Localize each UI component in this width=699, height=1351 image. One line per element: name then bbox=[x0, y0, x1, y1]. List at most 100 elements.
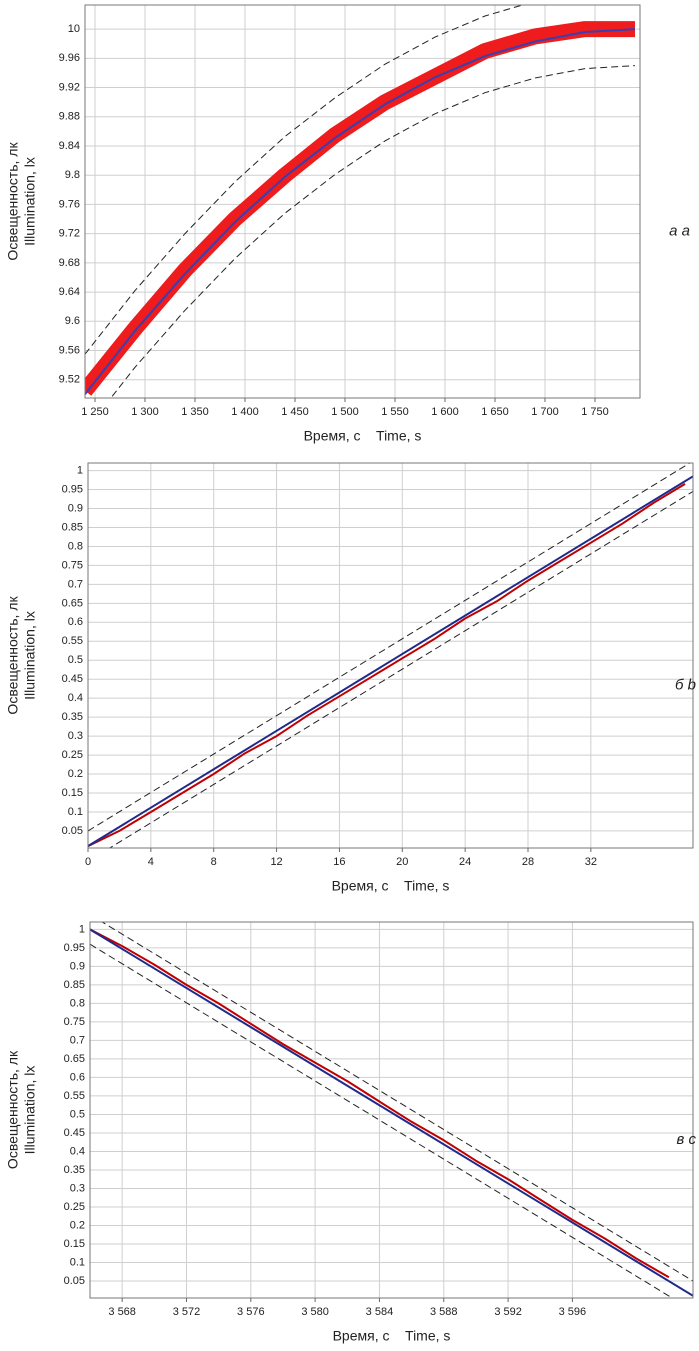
y-tick-label: 9.68 bbox=[59, 257, 80, 269]
y-tick-label: 9.88 bbox=[59, 111, 80, 123]
y-tick-label: 0.55 bbox=[64, 1090, 85, 1102]
y-tick-label: 0.6 bbox=[68, 616, 83, 628]
y-tick-label: 0.65 bbox=[62, 597, 83, 609]
x-tick-label: 4 bbox=[148, 856, 154, 868]
x-tick-label: 1 450 bbox=[281, 406, 309, 418]
y-tick-label: 0.65 bbox=[64, 1053, 85, 1065]
x-tick-label: 1 300 bbox=[131, 406, 159, 418]
y-tick-label: 9.96 bbox=[59, 52, 80, 64]
y-tick-label: 0.75 bbox=[62, 559, 83, 571]
y-tick-label: 0.2 bbox=[68, 768, 83, 780]
y-tick-label: 0.3 bbox=[70, 1182, 85, 1194]
data-line bbox=[88, 483, 686, 848]
y-tick-label: 0.45 bbox=[64, 1127, 85, 1139]
y-tick-label: 0.15 bbox=[64, 1238, 85, 1250]
x-tick-label: 1 650 bbox=[481, 406, 509, 418]
y-tick-label: 9.72 bbox=[59, 228, 80, 240]
y-tick-label: 0.5 bbox=[70, 1108, 85, 1120]
bound-line bbox=[88, 463, 691, 832]
y-tick-label: 0.1 bbox=[68, 806, 83, 818]
data-line bbox=[85, 28, 636, 395]
x-tick-label: 1 350 bbox=[181, 406, 209, 418]
y-tick-label: 0.9 bbox=[68, 502, 83, 514]
y-tick-label: 9.8 bbox=[65, 169, 80, 181]
y-tick-label: 9.56 bbox=[59, 344, 80, 356]
x-tick-label: 1 250 bbox=[81, 406, 109, 418]
y-tick-label: 0.7 bbox=[70, 1034, 85, 1046]
y-tick-label: 0.95 bbox=[62, 483, 83, 495]
x-tick-label: 3 596 bbox=[559, 1306, 587, 1318]
x-tick-label: 1 400 bbox=[231, 406, 259, 418]
x-tick-label: 32 bbox=[585, 856, 597, 868]
y-tick-label: 0.25 bbox=[62, 749, 83, 761]
data-line bbox=[90, 928, 670, 1279]
x-tick-label: 3 588 bbox=[430, 1306, 458, 1318]
y-tick-label: 0.4 bbox=[68, 692, 83, 704]
y-tick-label: 0.85 bbox=[64, 979, 85, 991]
y-tick-label: 0.45 bbox=[62, 673, 83, 685]
x-axis-label: Время, с Time, s bbox=[332, 878, 450, 894]
x-tick-label: 1 500 bbox=[331, 406, 359, 418]
y-tick-label: 1 bbox=[77, 464, 83, 476]
y-tick-label: 0.2 bbox=[70, 1219, 85, 1231]
y-tick-label: 0.8 bbox=[68, 540, 83, 552]
y-tick-label: 0.15 bbox=[62, 787, 83, 799]
plot-area bbox=[84, 4, 641, 399]
data-line bbox=[85, 21, 635, 396]
y-tick-label: 9.6 bbox=[65, 315, 80, 327]
y-tick-label: 0.95 bbox=[64, 942, 85, 954]
x-tick-label: 3 592 bbox=[494, 1306, 522, 1318]
x-tick-label: 1 550 bbox=[381, 406, 409, 418]
data-line bbox=[90, 928, 693, 1297]
y-tick-label: 0.9 bbox=[70, 960, 85, 972]
plot-border bbox=[87, 462, 694, 849]
x-tick-label: 3 572 bbox=[173, 1306, 201, 1318]
y-tick-label: 0.55 bbox=[62, 635, 83, 647]
x-tick-label: 1 750 bbox=[581, 406, 609, 418]
x-tick-label: 16 bbox=[333, 856, 345, 868]
y-tick-label: 0.35 bbox=[64, 1164, 85, 1176]
y-tick-label: 10 bbox=[68, 23, 80, 35]
x-tick-label: 3 580 bbox=[301, 1306, 329, 1318]
panel-label: в c bbox=[677, 1131, 697, 1148]
plot-border bbox=[89, 921, 694, 1299]
panel-label: a a bbox=[669, 222, 690, 239]
plot-border bbox=[84, 4, 641, 399]
bound-line bbox=[108, 490, 693, 848]
y-tick-label: 9.52 bbox=[59, 374, 80, 386]
y-tick-label: 0.1 bbox=[70, 1256, 85, 1268]
y-axis-label: Illumination, lx bbox=[22, 1066, 38, 1155]
y-tick-label: 0.4 bbox=[70, 1145, 85, 1157]
y-tick-label: 0.8 bbox=[70, 997, 85, 1009]
y-tick-label: 0.05 bbox=[64, 1275, 85, 1287]
y-axis-label: Освещенность, лк bbox=[5, 1050, 21, 1169]
x-tick-label: 3 568 bbox=[108, 1306, 136, 1318]
y-tick-label: 0.5 bbox=[68, 654, 83, 666]
x-tick-label: 12 bbox=[270, 856, 282, 868]
y-axis-label: Illumination, lx bbox=[22, 157, 38, 246]
y-tick-label: 0.7 bbox=[68, 578, 83, 590]
y-tick-label: 9.76 bbox=[59, 198, 80, 210]
x-tick-label: 3 576 bbox=[237, 1306, 265, 1318]
bound-line bbox=[101, 922, 693, 1282]
x-tick-label: 3 584 bbox=[366, 1306, 394, 1318]
y-tick-label: 9.92 bbox=[59, 81, 80, 93]
x-axis-label: Время, с Time, s bbox=[333, 1328, 451, 1344]
y-tick-label: 0.3 bbox=[68, 730, 83, 742]
y-tick-label: 0.85 bbox=[62, 521, 83, 533]
y-tick-label: 1 bbox=[79, 923, 85, 935]
y-tick-label: 0.75 bbox=[64, 1016, 85, 1028]
x-tick-label: 1 700 bbox=[531, 406, 559, 418]
data-line bbox=[88, 475, 693, 847]
y-axis-label: Illumination, lx bbox=[22, 611, 38, 700]
y-tick-label: 9.84 bbox=[59, 140, 80, 152]
x-tick-label: 0 bbox=[85, 856, 91, 868]
x-tick-label: 8 bbox=[211, 856, 217, 868]
x-tick-label: 20 bbox=[396, 856, 408, 868]
bound-line bbox=[90, 943, 674, 1298]
bound-line bbox=[110, 65, 636, 398]
y-tick-label: 9.64 bbox=[59, 286, 80, 298]
x-tick-label: 1 600 bbox=[431, 406, 459, 418]
x-tick-label: 28 bbox=[522, 856, 534, 868]
